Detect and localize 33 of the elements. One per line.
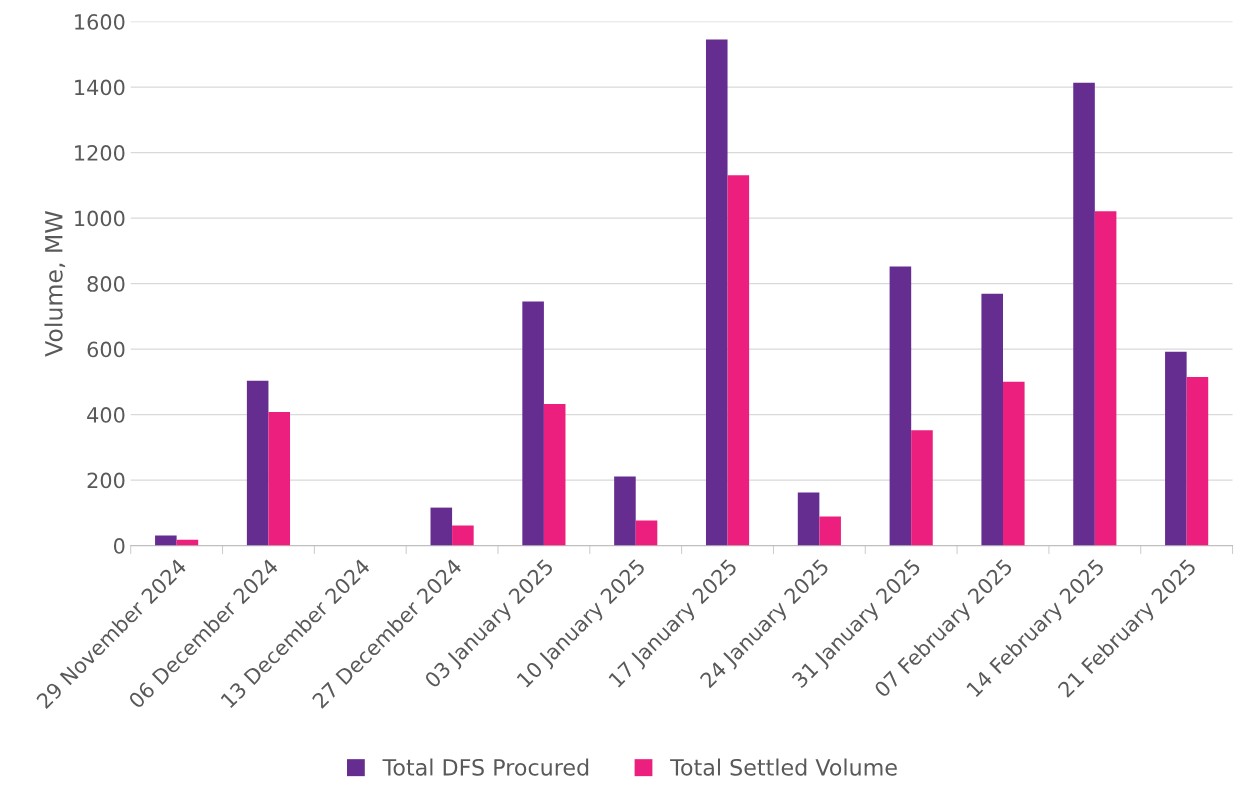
bar	[1186, 376, 1209, 546]
y-tick-label: 600	[87, 341, 125, 358]
bar	[614, 476, 636, 546]
y-tick-label: 800	[87, 276, 125, 292]
y-tick-label: 1200	[75, 145, 125, 161]
y-tick-label: 400	[87, 407, 125, 423]
bar	[452, 525, 474, 546]
bar	[911, 430, 933, 546]
bar	[819, 516, 841, 546]
bar	[981, 293, 1003, 546]
bar	[727, 175, 750, 546]
legend-label: Total Settled Volume	[670, 758, 897, 776]
y-axis-title: Volume, MW	[44, 211, 66, 357]
legend-label: Total DFS Procured	[382, 758, 589, 776]
bar	[797, 492, 820, 546]
bar	[246, 380, 269, 546]
bar	[522, 301, 544, 546]
bar	[155, 535, 177, 546]
bar	[1073, 82, 1095, 546]
y-tick-label: 1400	[75, 79, 125, 96]
y-tick-label: 200	[87, 472, 125, 489]
y-tick-label: 1600	[75, 14, 125, 30]
y-tick-label: 0	[113, 538, 125, 554]
bar	[1094, 211, 1117, 546]
bar	[1165, 351, 1187, 546]
bar	[635, 520, 658, 546]
bar	[543, 404, 566, 546]
y-tick-label: 1000	[75, 210, 125, 227]
bar	[430, 507, 453, 546]
bar	[268, 411, 291, 546]
bar	[705, 39, 728, 546]
bar	[889, 266, 912, 546]
bar	[1003, 381, 1025, 546]
